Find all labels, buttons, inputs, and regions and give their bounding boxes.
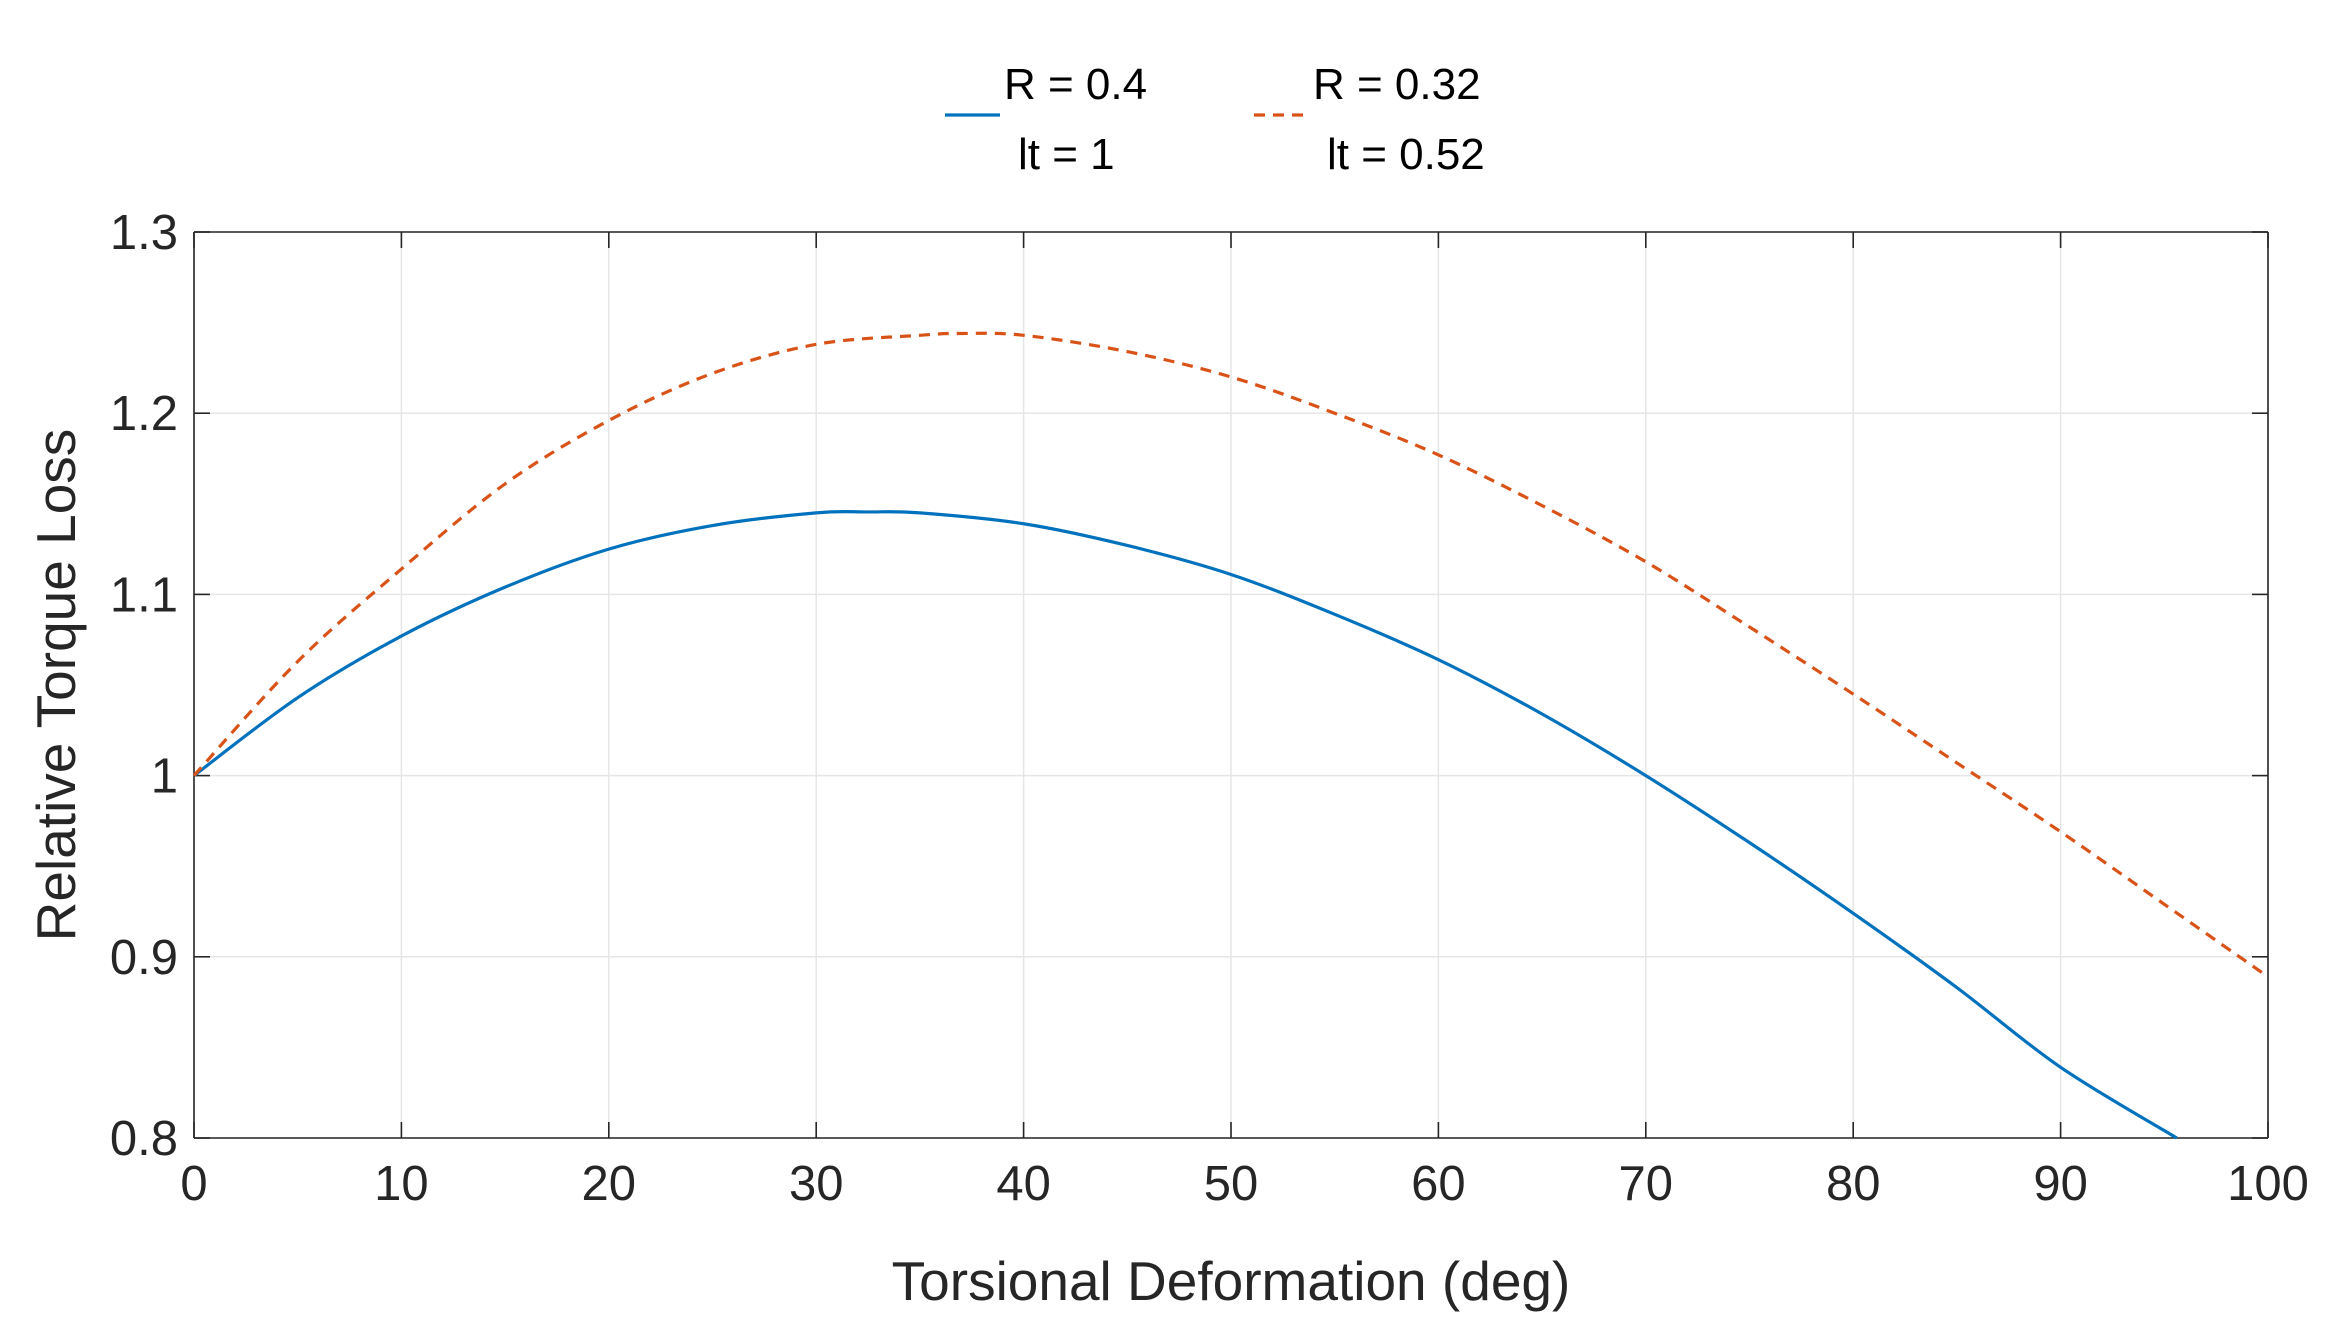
x-tick-label: 20 (582, 1157, 637, 1211)
y-tick-label: 0.8 (110, 1112, 178, 1166)
x-tick-label: 0 (180, 1157, 207, 1211)
legend-background (930, 55, 1540, 185)
legend: R = 0.4 lt = 1 R = 0.32 lt = 0.52 (930, 55, 1540, 185)
axes (193, 231, 2269, 1139)
x-tick-label: 40 (996, 1157, 1051, 1211)
tick-labels: 0 10 20 30 40 50 60 70 80 90 100 0.8 0.9 1 1.1 1.2 1.3 (110, 206, 2309, 1211)
y-tick-label: 1.2 (110, 387, 178, 441)
legend-label-series-1-line1: R = 0.4 (1004, 60, 1147, 109)
x-tick-label: 90 (2033, 1157, 2088, 1211)
data-series (192, 331, 2269, 1140)
y-tick-label: 0.9 (110, 931, 178, 985)
x-tick-label: 60 (1411, 1157, 1466, 1211)
series-line-2 (192, 331, 2269, 979)
series-line-1 (193, 509, 2178, 1140)
x-tick-label: 10 (374, 1157, 429, 1211)
legend-label-series-2-line1: R = 0.32 (1313, 60, 1481, 109)
y-axis-label: Relative Torque Loss (25, 429, 87, 942)
legend-label-series-2-line2: lt = 0.52 (1327, 130, 1485, 179)
x-tick-label: 50 (1204, 1157, 1259, 1211)
y-tick-label: 1.1 (110, 568, 178, 622)
y-tick-label: 1 (151, 750, 178, 804)
x-tick-label: 70 (1619, 1157, 1674, 1211)
x-axis-label: Torsional Deformation (deg) (892, 1250, 1571, 1312)
legend-label-series-1-line2: lt = 1 (1018, 130, 1115, 179)
x-tick-label: 80 (1826, 1157, 1881, 1211)
x-tick-label: 30 (789, 1157, 844, 1211)
y-tick-label: 1.3 (110, 206, 178, 260)
x-tick-label: 100 (2227, 1157, 2309, 1211)
